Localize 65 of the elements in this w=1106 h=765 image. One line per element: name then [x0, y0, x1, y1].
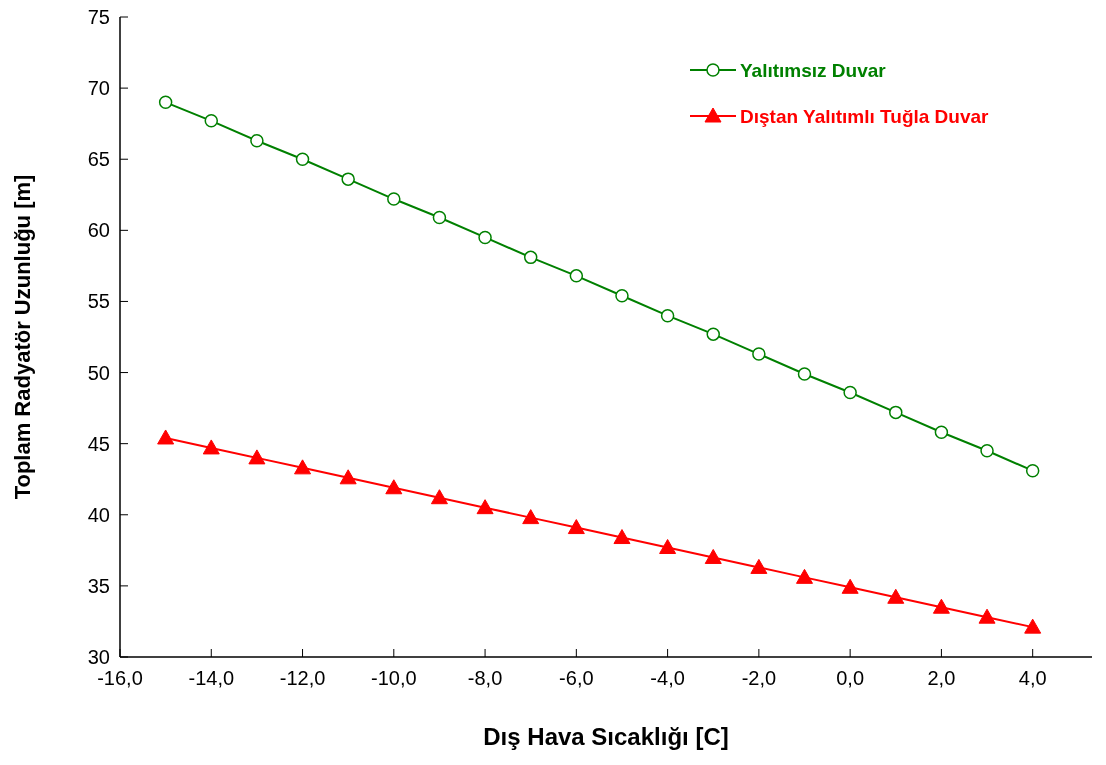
point — [843, 385, 857, 400]
point — [750, 558, 768, 574]
x-tick-label: 0,0 — [836, 667, 865, 689]
point — [157, 429, 175, 445]
y-tick-label: 65 — [87, 148, 110, 171]
y-tick-label: 35 — [87, 574, 110, 597]
x-tick-label: 4,0 — [1018, 667, 1047, 689]
y-tick-label: 60 — [87, 219, 110, 242]
x-tick-label: -4,0 — [650, 667, 685, 689]
point — [385, 479, 403, 495]
point — [704, 548, 722, 564]
point — [1024, 618, 1042, 634]
y-tick-label: 70 — [87, 77, 110, 100]
point — [934, 425, 949, 440]
point — [659, 538, 677, 554]
y-tick-label: 30 — [87, 646, 110, 668]
point — [294, 459, 312, 475]
x-tick-label: -2,0 — [741, 667, 777, 689]
point — [339, 469, 357, 485]
point — [567, 519, 585, 535]
x-tick-label: -6,0 — [559, 667, 594, 689]
x-tick-label: -10,0 — [371, 667, 417, 689]
point — [432, 210, 447, 225]
point — [430, 489, 448, 505]
y-tick-label: 75 — [87, 6, 110, 28]
point — [387, 192, 401, 206]
y-tick-label: 40 — [87, 503, 110, 526]
x-tick-label: -16,0 — [97, 667, 143, 689]
x-tick-label: -12,0 — [279, 667, 326, 689]
y-tick-label: 55 — [87, 290, 110, 313]
point — [476, 499, 494, 515]
point — [158, 95, 173, 110]
legend-label: Dıştan Yalıtımlı Tuğla Duvar — [740, 106, 990, 127]
point — [797, 367, 812, 381]
point — [752, 347, 766, 361]
point — [660, 308, 675, 323]
x-tick-label: -14,0 — [188, 667, 235, 689]
point — [250, 133, 264, 148]
point — [204, 114, 219, 128]
point — [248, 449, 266, 465]
point — [796, 568, 814, 584]
y-axis-title: Toplam Radyatör Uzunluğu [m] — [10, 174, 35, 500]
point — [569, 269, 584, 283]
legend-label: Yalıtımsız Duvar — [740, 60, 887, 81]
x-tick-label: 2,0 — [927, 667, 956, 689]
point — [522, 509, 540, 525]
point — [887, 588, 905, 604]
point — [613, 529, 631, 545]
point — [978, 608, 996, 624]
point — [841, 578, 859, 594]
point — [202, 439, 220, 455]
point — [478, 230, 492, 245]
point — [889, 405, 903, 420]
point — [932, 598, 950, 614]
point — [706, 327, 720, 341]
point — [615, 289, 629, 303]
y-tick-label: 50 — [87, 361, 110, 384]
x-axis-title: Dış Hava Sıcaklığı [C] — [483, 723, 729, 750]
point — [295, 152, 310, 166]
point — [341, 172, 355, 186]
point — [980, 444, 994, 458]
x-tick-label: -8,0 — [467, 667, 503, 689]
point — [523, 250, 538, 265]
point — [1025, 463, 1040, 478]
y-tick-label: 45 — [87, 432, 110, 455]
